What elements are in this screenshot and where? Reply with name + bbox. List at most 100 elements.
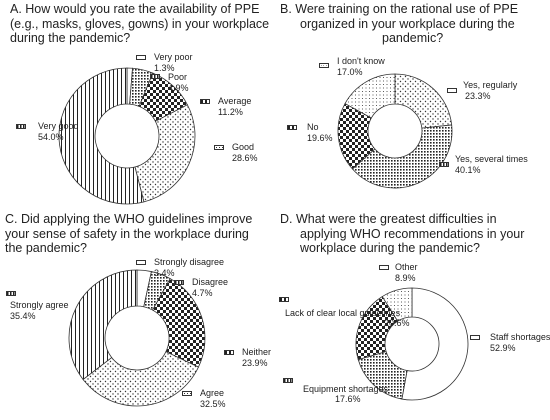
chart-d-label-other: Other 8.9%: [379, 262, 418, 283]
slice-label: No: [307, 122, 319, 132]
legend-swatch: [470, 335, 480, 340]
slice-label: Yes, regularly: [463, 80, 518, 90]
chart-b-donut: [337, 73, 453, 189]
legend-swatch: [319, 63, 329, 68]
chart-a-donut: [58, 67, 196, 205]
slice-value: 1.3%: [154, 62, 175, 73]
slice-label: Staff shortages: [490, 332, 550, 342]
chart-slice-other: [381, 287, 413, 322]
slice-value: 52.9%: [490, 342, 516, 353]
chart-a-label-very-poor: Very poor 1.3%: [136, 52, 193, 73]
panel-a: A. How would you rate the availability o…: [0, 0, 275, 210]
legend-swatch: [283, 378, 293, 383]
chart-c-label-strongly-disagree: Strongly disagree 3.4%: [136, 257, 225, 278]
chart-a-title-line: during the pandemic?: [10, 31, 131, 45]
chart-b-title: B. Were training on the rational use of …: [280, 2, 518, 46]
slice-label: Agree: [200, 388, 225, 398]
legend-swatch: [214, 145, 224, 150]
chart-d-donut: [355, 287, 469, 401]
slice-value: 32.5%: [200, 398, 226, 409]
slice-label: Yes, several times: [455, 154, 528, 164]
chart-c-title-line: C. Did applying the WHO guidelines impro…: [5, 212, 253, 226]
legend-swatch: [136, 260, 146, 265]
chart-a-label-poor: Poor 4.9%: [150, 72, 189, 93]
slice-label: Disagree: [192, 277, 229, 287]
legend-swatch: [136, 55, 146, 60]
slice-value: 4.9%: [168, 82, 189, 93]
chart-slice-i-don-t-know: [344, 73, 396, 119]
chart-a-label-average: Average 11.2%: [200, 96, 252, 117]
slice-label: Other: [395, 262, 418, 272]
legend-swatch: [200, 99, 210, 104]
legend-swatch: [447, 88, 457, 93]
chart-d-title: D. What were the greatest difficulties i…: [280, 212, 524, 256]
slice-value: 17.0%: [337, 66, 363, 77]
panel-d: D. What were the greatest difficulties i…: [275, 210, 550, 420]
chart-b-label-several: Yes, several times 40.1%: [439, 154, 528, 175]
chart-a-label-very-good: Very good 54.0%: [16, 121, 79, 142]
legend-swatch: [439, 162, 449, 167]
chart-c-label-neither: Neither 23.9%: [224, 347, 272, 368]
slice-value: 11.2%: [218, 106, 243, 117]
slice-label: Strongly disagree: [154, 257, 225, 267]
legend-swatch: [224, 350, 234, 355]
legend-swatch: [174, 280, 184, 285]
slice-label-text: Lack of clear local guidelines: [285, 308, 401, 318]
slice-label: Very poor: [154, 52, 193, 62]
slice-value: 19.6%: [307, 132, 333, 143]
legend-swatch: [16, 124, 26, 129]
slice-value: 28.6%: [232, 152, 258, 163]
slice-value: 23.3%: [465, 90, 491, 101]
slice-value: 4.7%: [192, 287, 213, 298]
slice-value: 23.9%: [242, 357, 268, 368]
chart-d-title-line: workplace during the pandemic?: [300, 241, 480, 255]
chart-d-label-equipment: Equipment shortages 17.6%: [283, 378, 389, 404]
chart-a-title-line: (e.g., masks, gloves, gowns) in your wor…: [10, 16, 270, 31]
slice-value: 35.4%: [10, 310, 36, 321]
chart-b-label-yes-regularly: Yes, regularly 23.3%: [447, 80, 518, 101]
chart-c-label-strongly-agree: Strongly agree 35.4%: [6, 291, 69, 321]
slice-label: I don't know: [337, 56, 385, 66]
chart-b-title-line: organized in your workplace during the: [300, 16, 515, 31]
panel-b: B. Were training on the rational use of …: [275, 0, 550, 210]
panel-c: C. Did applying the WHO guidelines impro…: [0, 210, 275, 420]
chart-c-label-agree: Agree 32.5%: [182, 388, 226, 409]
chart-c-title: C. Did applying the WHO guidelines impro…: [5, 212, 252, 256]
slice-label: Strongly agree: [10, 300, 69, 310]
chart-c-title-line: your sense of safety in the workplace du…: [5, 226, 249, 241]
slice-label: Very good: [38, 121, 79, 131]
chart-d-label-staff: Staff shortages 52.9%: [470, 332, 550, 353]
chart-d-label-guidelines: Lack of clear local guidelines 20.6%: [279, 297, 410, 328]
slice-value: 20.6%: [384, 318, 410, 328]
chart-a-title-line: A. How would you rate the availability o…: [10, 2, 260, 16]
chart-b-label-dont-know: I don't know 17.0%: [319, 56, 385, 77]
legend-swatch: [287, 125, 297, 130]
chart-slice-very-good: [58, 67, 145, 205]
chart-slice-agree: [82, 351, 200, 407]
legend-swatch: [150, 74, 160, 79]
chart-b-title-line: pandemic?: [382, 31, 444, 45]
slice-label: Neither: [242, 347, 272, 357]
legend-swatch: [6, 291, 16, 296]
slice-label: Equipment shortages: [303, 384, 389, 394]
slice-label: Poor: [168, 72, 188, 82]
chart-a-title: A. How would you rate the availability o…: [10, 2, 269, 46]
slice-label: Good: [232, 142, 255, 152]
chart-b-title-line: B. Were training on the rational use of …: [280, 2, 519, 16]
chart-b-label-no: No 19.6%: [287, 122, 333, 143]
chart-slice-yes-regularly: [394, 73, 453, 129]
slice-label: Average: [218, 96, 252, 106]
slice-value: 8.9%: [395, 272, 416, 283]
chart-a-label-good: Good 28.6%: [214, 142, 258, 163]
legend-swatch: [379, 265, 389, 270]
chart-slice-staff-shortages: [401, 287, 469, 401]
chart-slice-good: [134, 104, 196, 203]
chart-c-label-disagree: Disagree 4.7%: [174, 277, 229, 298]
legend-swatch: [279, 297, 289, 302]
chart-slice-strongly-agree: [68, 269, 138, 381]
slice-value: 17.6%: [335, 394, 361, 404]
slice-value: 3.4%: [154, 267, 175, 278]
chart-c-title-line: the pandemic?: [5, 241, 88, 255]
chart-c-donut: [68, 269, 206, 407]
legend-swatch: [182, 391, 192, 396]
